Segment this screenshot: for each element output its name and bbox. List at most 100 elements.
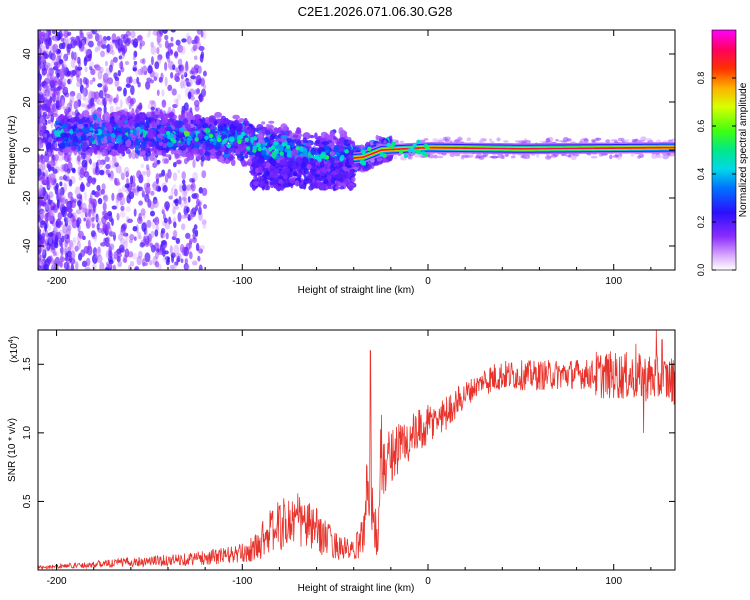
spectrogram-noise-cell [197,255,201,262]
spectrogram-noise-cell [122,223,128,231]
spectrogram-noise-cell [197,201,202,208]
spectrogram-noise-cell [58,58,64,65]
spectrogram-noise-cell [97,197,103,205]
spectrogram-noise-cell [85,97,89,107]
spectrogram-band-cell [202,144,207,150]
spectrogram-noise-cell [94,166,99,173]
spectrogram-band-cell [331,178,336,185]
spectrogram-band-cell [59,142,66,150]
spectrogram-noise-cell [38,168,42,177]
spectrogram-noise-cell [38,156,43,163]
spectrogram-band-cell [126,111,131,118]
spectrogram-noise-cell [145,80,151,90]
spectrogram-band-cell [309,180,313,186]
spectrogram-band-cell [264,130,271,136]
spectrogram-band-cell [345,159,349,167]
spectrogram-noise-cell [122,257,128,263]
spectrogram-band-cell [322,178,329,185]
spectrogram-noise-cell [83,245,90,254]
spectrogram-band-cell [140,150,146,156]
spectrogram-band-cell [165,146,170,154]
spectrogram-noise-cell [96,254,103,264]
spectrogram-band-cell [335,185,340,190]
spectrogram-noise-cell [172,103,178,109]
spectrogram-band-cell [311,170,315,177]
spectrogram-noise-cell [129,175,134,185]
spectrogram-noise-cell [172,172,178,182]
spectrogram-noise-cell [68,216,73,226]
spectrogram-noise-cell [97,83,103,88]
spectrogram-noise-cell [111,192,115,201]
spectrogram-noise-cell [129,233,135,241]
spectrogram-noise-cell [193,88,200,95]
spectrogram-band-cell [277,179,284,184]
spectrogram-noise-cell [64,37,71,44]
spectrogram-noise-cell [40,200,46,206]
spectrogram-band-cell [178,114,182,121]
spectrogram-band-cell [212,137,217,146]
spectrogram-noise-cell [150,41,154,48]
spectrogram-noise-cell [76,154,81,162]
spectrogram-noise-cell [72,111,76,116]
spectrogram-noise-cell [166,55,171,63]
spectrogram-noise-cell [62,89,68,95]
spectrogram-band-cell [303,168,309,175]
spectrogram-band-cell [54,120,60,124]
spectrogram-noise-cell [106,43,111,53]
spectrogram-noise-cell [38,46,42,56]
spectrogram-band-cell [110,132,116,138]
spectrogram-noise-cell [168,171,173,177]
spectrogram-noise-cell [60,197,67,205]
spectrogram-noise-cell [149,242,153,248]
spectrogram-noise-cell [138,212,142,222]
spectrogram-noise-cell [140,66,144,76]
spectrogram-noise-cell [180,63,185,74]
spectrogram-noise-cell [181,38,187,43]
spectrogram-noise-cell [132,225,138,232]
spectrogram-band-cell [83,123,89,128]
spectrogram-noise-cell [193,99,200,107]
spectrogram-band-cell [164,154,172,158]
spectrogram-band-cell [273,168,280,173]
spectrogram-noise-cell [139,241,145,248]
spectrogram-noise-cell [76,66,83,71]
spectrogram-noise-cell [119,169,123,176]
spectrogram-noise-cell [80,181,85,191]
spectrogram-band-cell [301,161,306,169]
spectrogram-noise-cell [86,31,93,38]
spectrogram-noise-cell [91,216,95,222]
spectrogram-noise-cell [92,77,96,82]
spectrogram-band-cell [280,135,289,139]
spectrogram-noise-cell [113,157,118,165]
spectrogram-noise-cell [201,219,207,225]
spectrogram-noise-cell [164,39,169,49]
spectrogram-noise-cell [173,98,177,104]
spectrogram-band-cell [310,147,317,156]
spectrogram-noise-cell [124,61,130,66]
spectrogram-noise-cell [202,204,208,209]
spectrogram-band-cell [232,120,239,127]
spectrogram-noise-cell [124,183,130,189]
spectrogram-band-cell [342,179,350,184]
spectrogram-noise-cell [152,162,158,169]
spectrogram-noise-cell [155,250,159,260]
spectrogram-noise-cell [169,245,173,254]
spectrogram-noise-cell [156,36,160,46]
spectrogram-noise-cell [56,49,61,54]
spectrogram-noise-cell [40,165,47,172]
spectrogram-noise-cell [181,223,186,231]
spectrogram-noise-cell [82,36,87,43]
spectrogram-noise-cell [66,43,73,50]
spectrogram-band-cell [81,110,90,118]
spectrogram-band-cell [69,128,74,135]
spectrogram-noise-cell [66,51,71,56]
spectrogram-noise-cell [47,119,51,124]
spectrogram-noise-cell [201,187,208,197]
spectrogram-noise-cell [108,44,114,55]
spectrogram-noise-cell [72,198,77,203]
spectrogram-noise-cell [44,77,50,85]
spectrogram-noise-cell [86,48,93,59]
spectrogram-noise-cell [60,33,64,38]
spectrogram-noise-cell [108,64,113,73]
